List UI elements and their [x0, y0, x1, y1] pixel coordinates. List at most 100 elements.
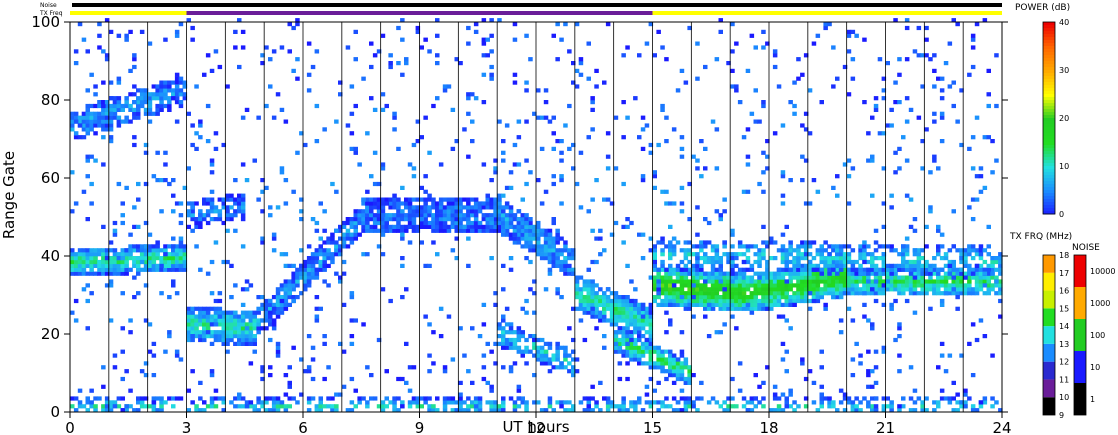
- echo-cell: [81, 271, 87, 276]
- echo-cell: [139, 369, 145, 374]
- echo-cell: [784, 283, 789, 288]
- echo-cell: [322, 209, 327, 214]
- echo-cell: [543, 252, 549, 257]
- echo-cell: [70, 404, 75, 409]
- echo-cell: [998, 408, 1003, 413]
- echo-cell: [897, 353, 902, 358]
- echo-cell: [423, 37, 428, 42]
- noise-colorbar-cell: [1074, 287, 1086, 319]
- echo-cell: [151, 111, 157, 116]
- echo-cell: [640, 334, 646, 339]
- echo-cell: [388, 400, 393, 405]
- echo-cell: [116, 115, 122, 120]
- echo-cell: [341, 236, 347, 241]
- echo-cell: [559, 361, 564, 366]
- echo-cell: [675, 298, 681, 304]
- echo-cell: [671, 287, 677, 292]
- echo-cell: [104, 103, 110, 109]
- echo-cell: [489, 213, 494, 218]
- echo-cell: [450, 396, 456, 401]
- echo-cell: [139, 244, 145, 249]
- echo-cell: [703, 244, 708, 249]
- echo-cell: [306, 396, 312, 401]
- echo-cell: [501, 341, 506, 346]
- echo-cell: [683, 291, 689, 296]
- echo-cell: [800, 361, 805, 366]
- echo-cell: [920, 279, 925, 284]
- echo-cell: [217, 310, 223, 315]
- echo-cell: [714, 295, 720, 300]
- echo-cell: [761, 224, 766, 229]
- echo-cell: [520, 349, 525, 354]
- echo-cell: [675, 369, 681, 374]
- echo-cell: [582, 302, 588, 307]
- echo-cell: [458, 213, 463, 218]
- echo-cell: [772, 275, 778, 280]
- echo-cell: [613, 310, 619, 315]
- echo-cell: [283, 279, 289, 284]
- echo-cell: [225, 84, 230, 89]
- echo-cell: [446, 213, 452, 218]
- echo-cell: [835, 252, 840, 257]
- echo-cell: [163, 248, 168, 253]
- echo-cell: [365, 220, 370, 226]
- echo-cell: [633, 326, 638, 331]
- echo-cell: [77, 271, 83, 276]
- echo-cell: [772, 53, 778, 58]
- echo-cell: [275, 341, 281, 346]
- echo-cell: [128, 103, 133, 109]
- echo-cell: [264, 306, 269, 311]
- echo-cell: [93, 84, 98, 89]
- echo-cell: [710, 244, 716, 249]
- echo-cell: [803, 111, 809, 116]
- echo-cell: [260, 365, 265, 370]
- echo-cell: [209, 396, 215, 401]
- echo-cell: [81, 248, 87, 253]
- power-colorbar-cell: [1043, 115, 1055, 119]
- echo-cell: [365, 365, 370, 370]
- echo-cell: [485, 205, 490, 210]
- echo-cell: [656, 267, 661, 272]
- echo-cell: [559, 174, 564, 179]
- echo-cell: [555, 256, 560, 261]
- echo-cell: [854, 396, 859, 401]
- echo-cell: [637, 53, 642, 58]
- echo-cell: [151, 404, 157, 409]
- echo-cell: [190, 318, 195, 323]
- echo-cell: [741, 271, 747, 276]
- echo-cell: [831, 185, 836, 190]
- echo-cell: [955, 248, 960, 253]
- echo-cell: [244, 287, 250, 292]
- echo-cell: [338, 392, 343, 397]
- echo-cell: [314, 256, 320, 261]
- echo-cell: [547, 271, 553, 276]
- echo-cell: [625, 217, 630, 222]
- echo-cell: [423, 217, 428, 222]
- echo-cell: [275, 314, 281, 319]
- echo-cell: [128, 232, 133, 237]
- echo-cell: [372, 217, 378, 222]
- echo-cell: [524, 244, 529, 249]
- echo-cell: [454, 205, 459, 210]
- echo-cell: [225, 209, 230, 214]
- echo-cell: [617, 302, 623, 307]
- power-tick-label: 30: [1059, 66, 1069, 75]
- echo-cell: [683, 279, 689, 284]
- echo-cell: [132, 205, 137, 210]
- echo-cell: [625, 295, 630, 300]
- echo-cell: [124, 37, 129, 42]
- echo-cell: [819, 291, 824, 296]
- echo-cell: [982, 283, 988, 288]
- echo-cell: [334, 240, 339, 245]
- echo-cell: [920, 139, 925, 144]
- echo-cell: [299, 248, 304, 253]
- echo-cell: [648, 318, 654, 323]
- echo-cell: [846, 92, 852, 97]
- echo-cell: [233, 201, 238, 206]
- echo-cell: [132, 92, 137, 97]
- echo-cell: [264, 310, 269, 315]
- echo-cell: [407, 400, 413, 405]
- echo-cell: [306, 275, 312, 280]
- echo-cell: [547, 357, 553, 362]
- echo-cell: [186, 213, 191, 218]
